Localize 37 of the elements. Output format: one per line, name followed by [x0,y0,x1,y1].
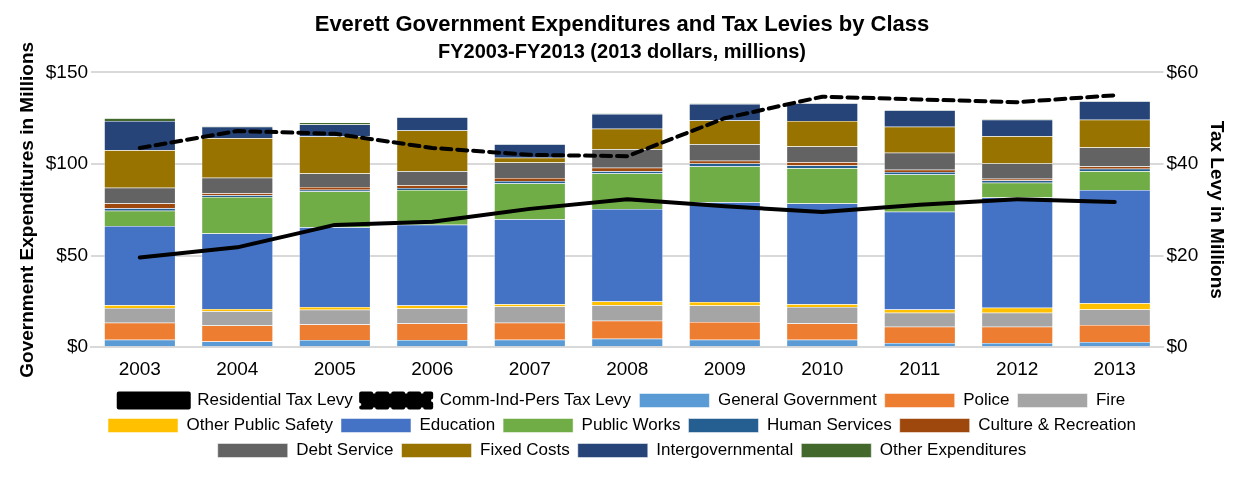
x-tick-label: 2005 [313,357,356,379]
chart-title: Everett Government Expenditures and Tax Levies by Class [314,11,930,37]
legend-label: Intergovernmental [656,440,794,460]
legend-label: Culture & Recreation [978,415,1136,435]
legend-label: Residential Tax Levy [197,390,354,410]
x-tick-label: 2006 [411,357,454,379]
legend-label: General Government [717,390,877,410]
x-tick-label: 2011 [899,357,941,379]
legend-label: Comm-Ind-Pers Tax Levy [439,390,632,410]
x-tick-label: 2007 [508,357,551,379]
x-tick-label: 2010 [801,357,844,379]
y2-tick-label: $60 [1166,60,1199,82]
legend-label: Debt Service [296,440,394,460]
x-tick-label: 2009 [703,357,746,379]
y2-tick-label: $40 [1166,152,1199,174]
legend-label: Other Expenditures [879,440,1027,460]
legend-label: Education [419,415,496,435]
y-tick-label: $150 [45,60,89,82]
legend-label: Human Services [766,415,892,435]
y2-axis-title: Tax Levy in Millions [1207,120,1229,299]
x-tick-label: 2008 [606,357,649,379]
legend-label: Public Works [581,415,681,435]
x-tick-label: 2013 [1093,357,1136,379]
legend-label: Other Public Safety [186,415,334,435]
legend-label: Fire [1095,390,1126,410]
y-tick-label: $100 [45,152,89,174]
chart-subtitle: FY2003-FY2013 (2013 dollars, millions) [438,39,806,62]
y-axis-title: Government Expenditures in Millions [15,41,37,378]
legend-label: Fixed Costs [480,440,570,460]
legend-label: Police [963,390,1010,410]
x-tick-label: 2004 [216,357,259,379]
x-tick-label: 2003 [118,357,161,379]
y-tick-label: $0 [66,335,89,357]
x-tick-label: 2012 [996,357,1039,379]
y-tick-label: $50 [56,243,89,265]
y2-tick-label: $20 [1166,243,1199,265]
y2-tick-label: $0 [1166,335,1188,357]
